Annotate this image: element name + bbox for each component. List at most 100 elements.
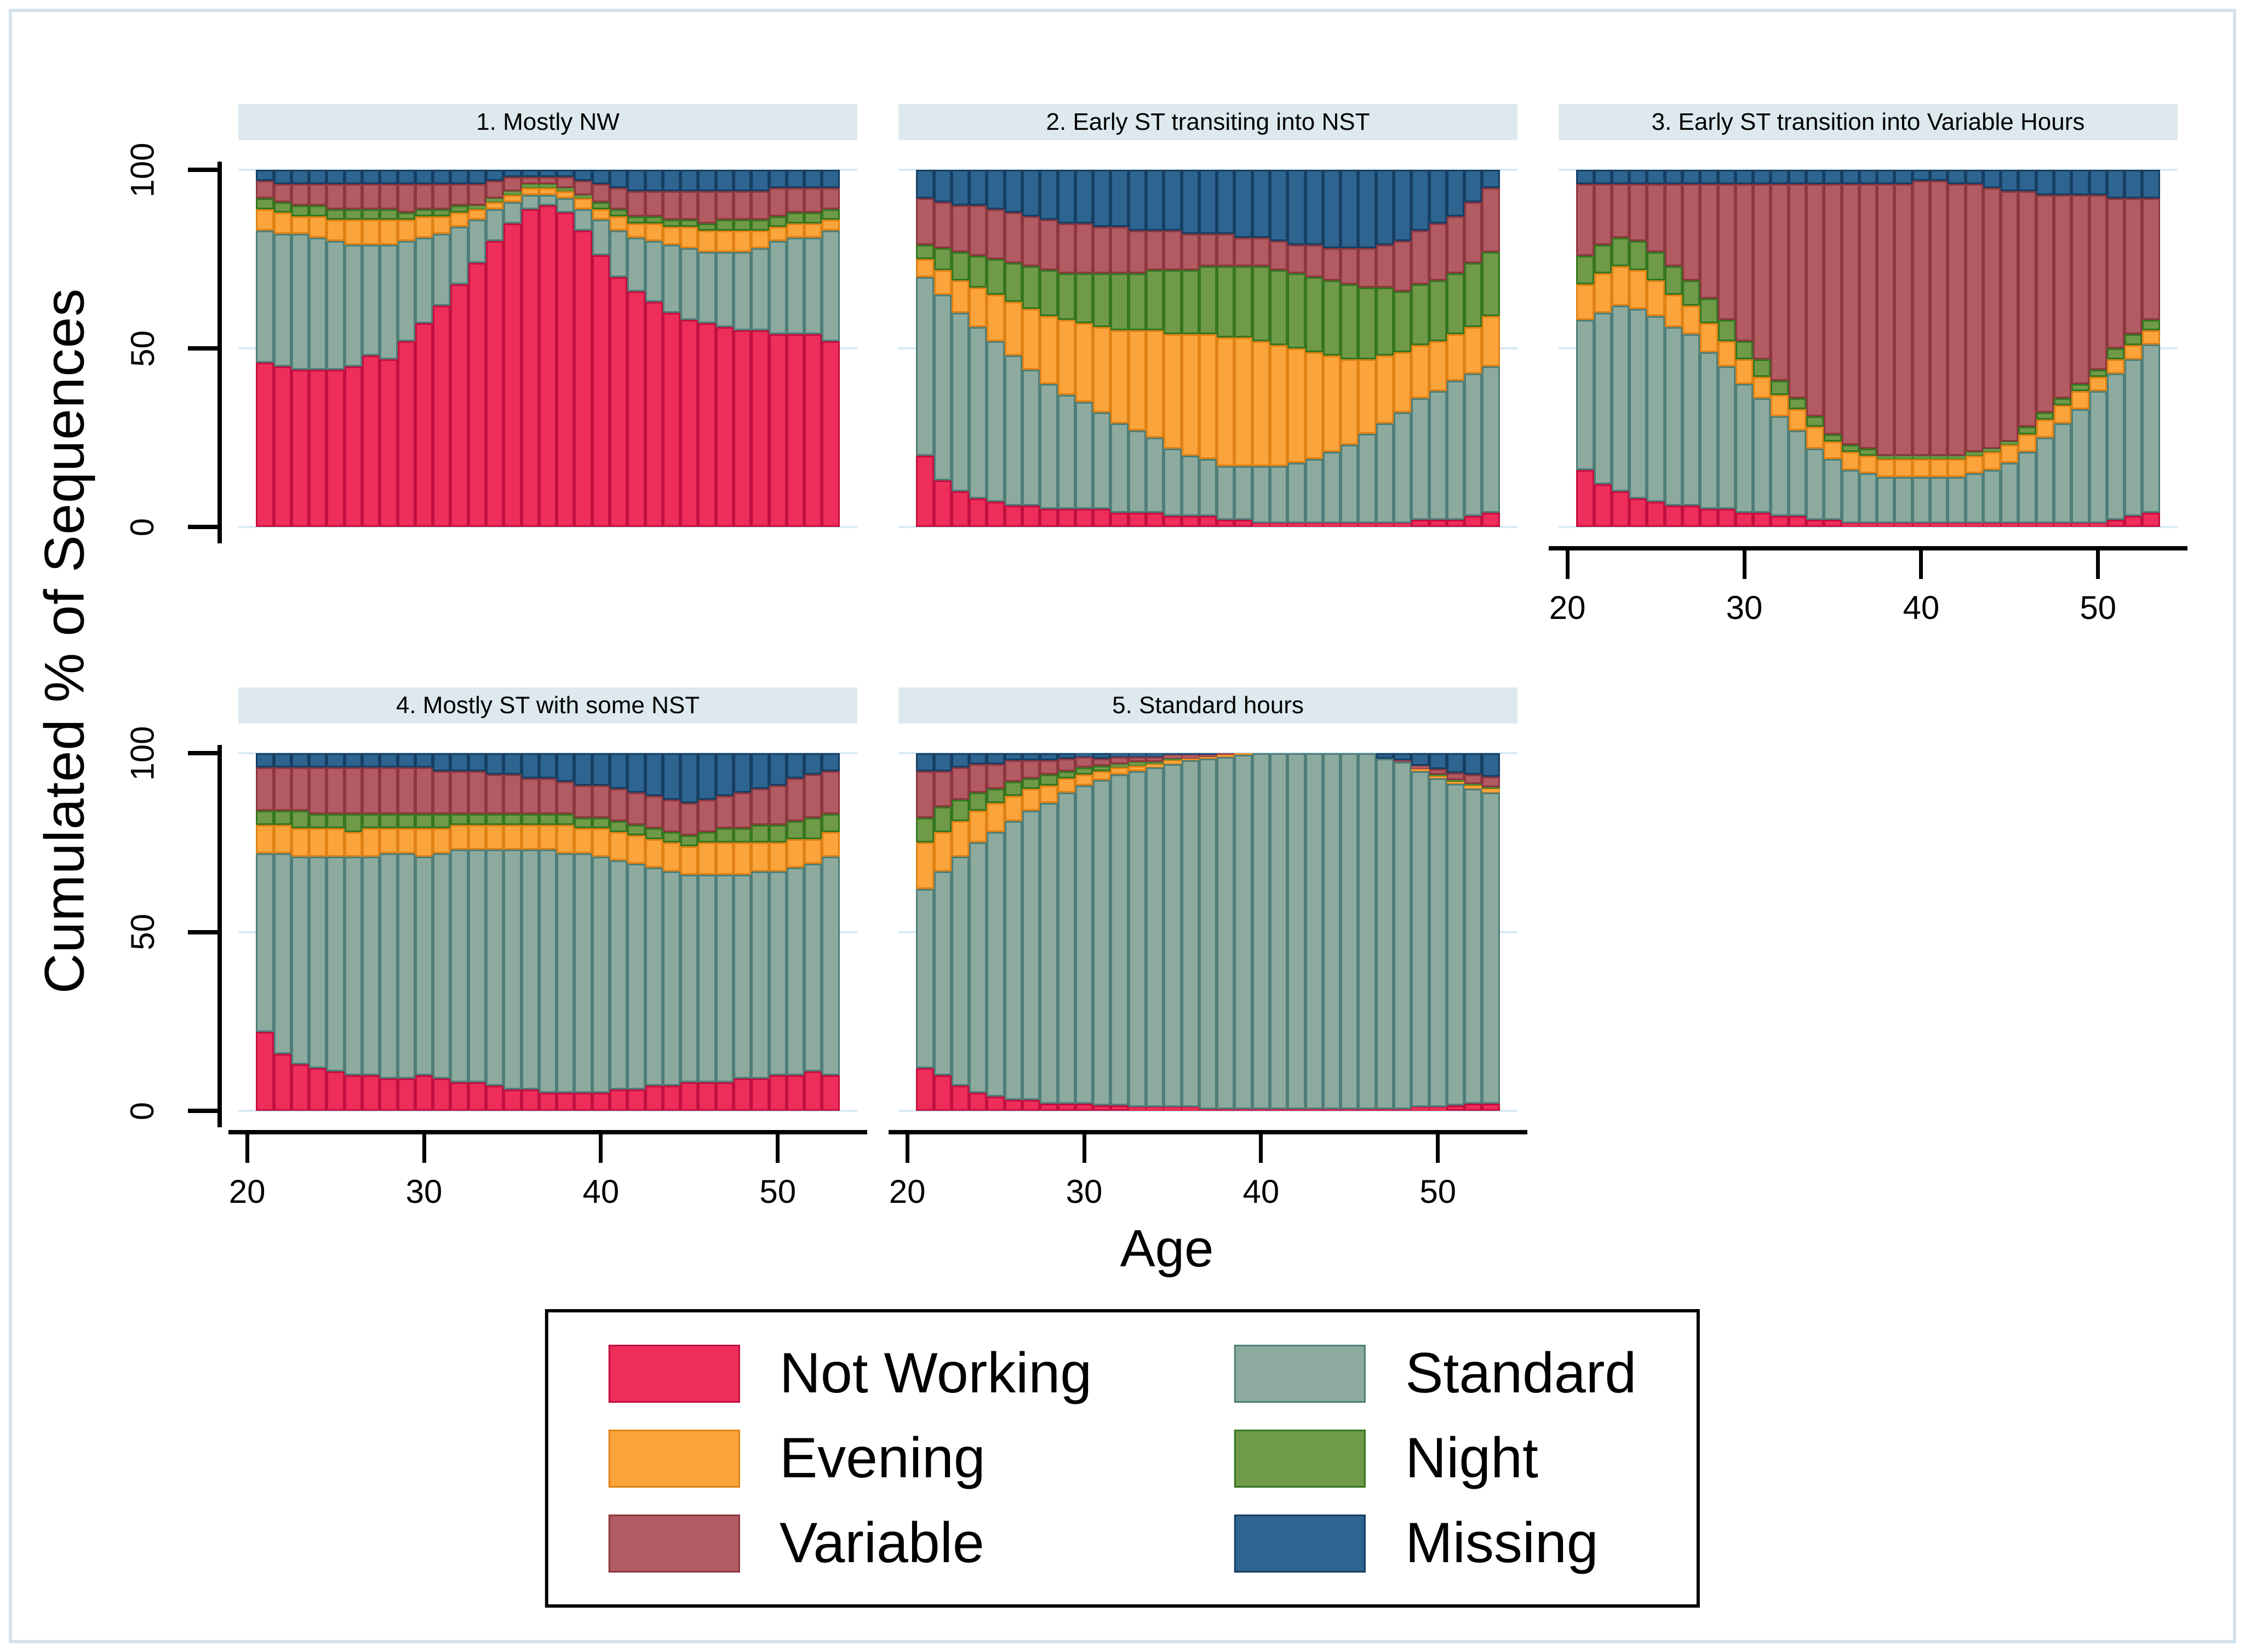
bar-age-34 [486, 170, 504, 527]
bar-segment-variable [933, 202, 952, 249]
bar-segment-evening [2001, 445, 2019, 463]
bar-segment-not-working [734, 330, 752, 527]
bar-segment-standard [1287, 753, 1305, 1109]
bar-segment-not-working [1128, 1107, 1146, 1111]
bar-segment-not-working [433, 305, 451, 527]
bar-segment-missing [1305, 170, 1323, 245]
panel-5-standard-hours: 5. Standard hours 20 30 40 50 [889, 687, 1527, 1241]
bar-segment-missing [2018, 170, 2036, 192]
bar-segment-variable [327, 767, 345, 814]
bar-segment-not-working [751, 330, 769, 527]
panel-3-early-st-transition-into-variable-hours: 3. Early ST transition into Variable Hou… [1549, 104, 2187, 657]
bar-age-25 [987, 170, 1005, 527]
bar-segment-not-working [1217, 519, 1235, 527]
bar-segment-missing [680, 753, 698, 804]
bar-segment-variable [344, 184, 362, 209]
bar-segment-night [291, 810, 310, 829]
bar-segment-evening [1429, 341, 1447, 392]
x-tick-label-30: 30 [405, 1173, 443, 1210]
bar-segment-standard [1164, 448, 1182, 517]
bar-segment-standard [380, 244, 398, 359]
bar-age-42 [627, 170, 645, 527]
bar-segment-night [1217, 266, 1235, 338]
bar-segment-standard [969, 842, 987, 1093]
bar-segment-evening [786, 839, 805, 868]
bar-segment-variable [273, 767, 291, 811]
bar-segment-variable [1110, 756, 1129, 764]
bar-segment-not-working [1647, 502, 1665, 527]
bar-segment-variable [1252, 237, 1270, 267]
bar-segment-evening [1287, 348, 1305, 463]
bar-segment-night [1948, 455, 1966, 460]
bar-segment-evening [1181, 758, 1199, 761]
bar-segment-standard [362, 244, 380, 356]
bar-segment-standard [592, 220, 610, 256]
x-tick-label-40: 40 [1242, 1173, 1280, 1210]
bar-segment-not-working [822, 341, 840, 527]
bar-segment-standard [2106, 373, 2125, 520]
bar-segment-variable [1411, 765, 1429, 770]
bar-age-26 [1664, 170, 1682, 527]
y-tick-label-100: 100 [101, 129, 184, 211]
bar-segment-standard [769, 871, 787, 1075]
bar-segment-not-working [1411, 519, 1429, 527]
bar-segment-not-working [291, 1064, 310, 1111]
bar-segment-variable [1164, 755, 1182, 759]
bar-segment-evening [521, 824, 539, 850]
bar-segment-standard [1146, 438, 1164, 513]
bar-segment-missing [1948, 170, 1966, 185]
bar-segment-standard [273, 234, 291, 366]
bar-segment-evening [610, 831, 628, 861]
bar-segment-variable [610, 789, 628, 822]
bar-age-49 [1411, 170, 1429, 527]
bar-segment-standard [1965, 473, 1983, 524]
bar-age-47 [1376, 170, 1394, 527]
bar-segment-night [1576, 255, 1594, 284]
bar-segment-variable [362, 767, 380, 814]
x-tick-40 [1919, 550, 1923, 579]
bar-segment-night [1181, 269, 1199, 334]
bar-segment-not-working [1429, 1107, 1447, 1111]
bar-segment-evening [1700, 323, 1718, 352]
bar-segment-missing [1912, 170, 1930, 181]
bar-segment-variable [539, 177, 557, 185]
bar-segment-variable [1394, 760, 1412, 762]
bar-segment-variable [468, 184, 486, 206]
bar-segment-missing [1930, 170, 1948, 181]
bar-segment-not-working [1912, 523, 1930, 527]
bar-segment-not-working [951, 1086, 970, 1111]
bar-segment-evening [2018, 434, 2036, 452]
bar-age-22 [273, 170, 291, 527]
bar-segment-standard [1983, 469, 2001, 524]
x-tick-label-30: 30 [1066, 1173, 1103, 1210]
bar-segment-evening [1110, 330, 1129, 423]
bar-segment-variable [1270, 241, 1288, 270]
bar-segment-not-working [1376, 1109, 1394, 1111]
bar-segment-standard [1376, 758, 1394, 1109]
bar-segment-night [1270, 269, 1288, 345]
legend-swatch-missing [1234, 1514, 1366, 1573]
bar-segment-missing [987, 170, 1005, 209]
bar-segment-not-working [1482, 512, 1500, 527]
bar-segment-night [344, 814, 362, 832]
bar-segment-not-working [1287, 1109, 1305, 1111]
bar-segment-standard [1358, 753, 1376, 1109]
bar-age-40 [1252, 170, 1270, 527]
bar-segment-standard [1771, 416, 1789, 517]
bar-segment-night [1128, 762, 1146, 766]
bar-age-46 [1358, 170, 1376, 527]
bar-segment-standard [1700, 352, 1718, 509]
bar-segment-standard [344, 857, 362, 1075]
bar-segment-evening [1022, 309, 1040, 370]
bar-segment-variable [1894, 184, 1912, 456]
bar-segment-standard [309, 237, 327, 370]
bar-segment-variable [627, 191, 645, 216]
bar-segment-standard [1576, 319, 1594, 470]
bar-segment-not-working [1594, 484, 1612, 527]
bar-segment-missing [1146, 170, 1164, 231]
bar-segment-missing [1824, 170, 1842, 185]
bar-segment-night [786, 213, 805, 223]
bar-segment-standard [680, 248, 698, 320]
bar-segment-variable [309, 767, 327, 814]
bar-segment-night [362, 209, 380, 220]
